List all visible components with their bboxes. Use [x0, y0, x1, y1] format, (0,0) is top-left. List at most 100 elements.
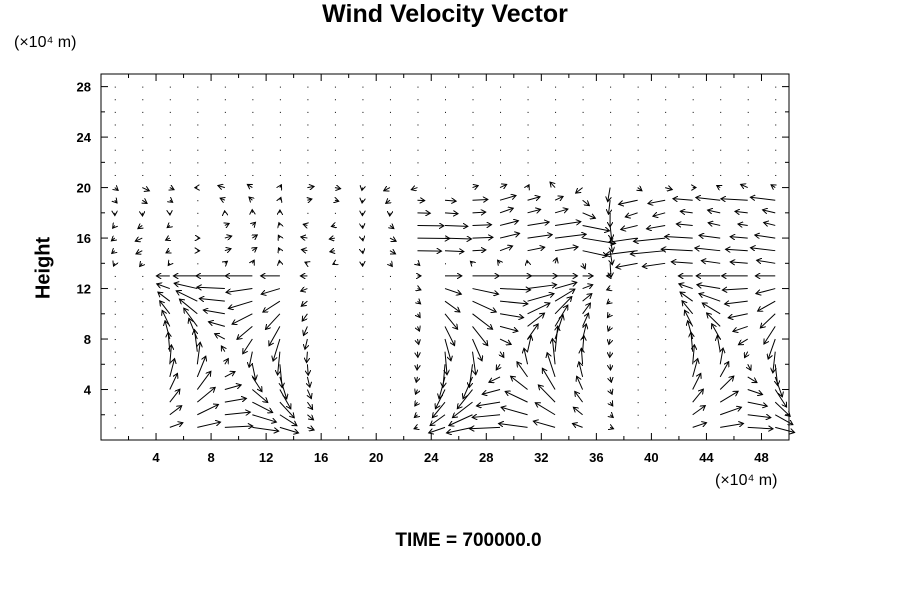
vector-dot [527, 149, 529, 151]
wind-arrow [610, 377, 611, 382]
wind-arrow [692, 406, 706, 416]
wind-arrow [555, 222, 581, 226]
vector-dot [747, 124, 749, 126]
vector-dot [252, 174, 254, 176]
vector-dot [555, 162, 557, 164]
vector-dot [334, 339, 336, 341]
wind-arrow [472, 300, 497, 312]
wind-arrow [527, 303, 550, 315]
vector-dot [445, 111, 446, 113]
wind-arrow [362, 188, 363, 191]
wind-arrow [444, 238, 472, 239]
wind-arrow [524, 348, 529, 365]
vector-dot [334, 427, 336, 429]
vector-dot [665, 364, 667, 366]
vector-dot [197, 86, 199, 88]
wind-arrow [470, 261, 472, 263]
wind-arrow [279, 389, 291, 409]
wind-arrow [555, 258, 557, 264]
wind-arrow [444, 326, 455, 345]
wind-arrow [472, 351, 476, 375]
vector-dot [334, 288, 336, 290]
wind-arrow [472, 326, 488, 345]
vector-dot [445, 86, 446, 88]
wind-arrow [607, 301, 610, 304]
vector-dot [362, 427, 364, 429]
wind-arrow [607, 289, 610, 290]
vector-dot [307, 86, 309, 88]
wind-arrow [444, 300, 460, 312]
vector-dot [142, 162, 144, 164]
wind-arrow [415, 402, 418, 406]
vector-dot [334, 124, 336, 126]
wind-arrow [303, 326, 307, 335]
vector-dot [417, 111, 419, 113]
wind-arrow [610, 225, 612, 239]
vector-dot [362, 351, 364, 353]
wind-arrow [653, 213, 666, 216]
vector-dot [169, 137, 171, 139]
wind-arrow [112, 251, 115, 254]
wind-arrow [472, 186, 479, 188]
vector-dot [334, 86, 336, 88]
vector-dot [389, 124, 391, 126]
vector-dot [472, 174, 474, 176]
vector-dot [637, 275, 639, 277]
wind-arrow [582, 250, 608, 256]
y-tick-label: 20 [77, 181, 91, 196]
wind-arrow [362, 238, 363, 241]
vector-dot [197, 99, 199, 101]
vector-dot [389, 275, 391, 277]
wind-arrow [648, 200, 666, 203]
vector-dot [582, 162, 584, 164]
vector-dot [224, 124, 226, 126]
vector-dot [500, 174, 502, 176]
vector-dot [389, 326, 391, 328]
vector-dot [665, 389, 667, 391]
vector-dot [197, 200, 199, 202]
wind-arrow [773, 351, 775, 373]
vector-dot [362, 174, 364, 176]
wind-arrow [547, 353, 556, 378]
wind-arrow [499, 325, 518, 331]
wind-arrow [582, 285, 593, 289]
vector-dot [720, 124, 722, 126]
wind-vectors [111, 86, 794, 433]
y-tick-label: 24 [77, 130, 92, 145]
wind-arrow [582, 199, 590, 205]
wind-arrow [279, 223, 280, 226]
wind-arrow [196, 371, 211, 390]
vector-dot [334, 376, 336, 378]
x-tick-label: 20 [369, 450, 383, 465]
vector-dot [114, 137, 116, 139]
wind-arrow [665, 188, 672, 190]
vector-dot [665, 402, 667, 404]
wind-arrow [634, 237, 666, 241]
vector-dot [665, 339, 667, 341]
wind-arrow [738, 224, 748, 225]
wind-arrow [224, 249, 231, 251]
wind-arrow [469, 364, 474, 387]
wind-arrow [679, 284, 693, 290]
wind-arrow [610, 250, 612, 265]
wind-arrow [329, 238, 336, 239]
wind-arrow [331, 225, 335, 226]
wind-arrow [610, 237, 612, 252]
wind-arrow [576, 187, 583, 194]
wind-arrow [582, 224, 610, 230]
wind-arrow [443, 364, 445, 387]
wind-arrow [301, 237, 308, 238]
wind-arrow [252, 389, 267, 403]
wind-arrow [197, 404, 218, 416]
wind-arrow [610, 263, 611, 277]
wind-arrow [160, 301, 171, 315]
wind-arrow [774, 389, 786, 408]
wind-arrow [221, 346, 224, 352]
vector-dot [692, 137, 694, 139]
wind-arrow [158, 292, 171, 302]
wind-arrow [136, 251, 143, 254]
vector-dot [252, 124, 254, 126]
wind-arrow [416, 377, 417, 382]
